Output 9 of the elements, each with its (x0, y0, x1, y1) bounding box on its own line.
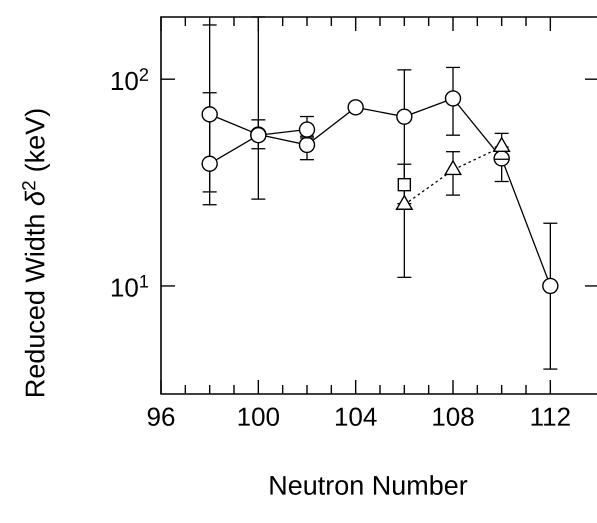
y-tick-label: 10$^{2}$ (112, 68, 148, 90)
x-tick-label: 100 (238, 408, 279, 426)
x-tick-label: 112 (532, 408, 570, 426)
x-tick-label: 104 (336, 408, 377, 426)
y-axis-title: Reduced Width δ$^{2}$ (keV) (22, 109, 50, 396)
y-tick-label: 10$^{1}$ (112, 275, 148, 297)
x-tick-label: 96 (148, 408, 174, 426)
x-axis-title: Neutron Number (270, 475, 468, 495)
x-tick-label: 108 (433, 408, 474, 426)
